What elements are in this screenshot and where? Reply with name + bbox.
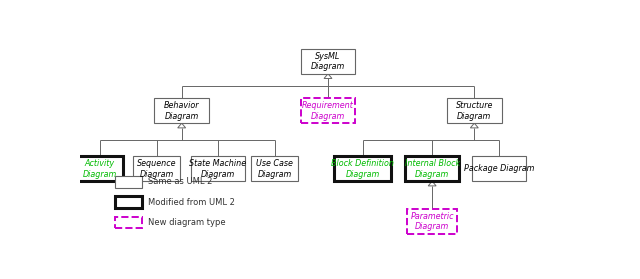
Bar: [301, 49, 355, 74]
Bar: [115, 217, 142, 229]
Bar: [115, 176, 142, 187]
Text: New diagram type: New diagram type: [148, 218, 225, 227]
Bar: [252, 157, 298, 181]
Text: Behavior
Diagram: Behavior Diagram: [164, 101, 200, 121]
Text: Use Case
Diagram: Use Case Diagram: [257, 159, 293, 179]
Text: Structure
Diagram: Structure Diagram: [456, 101, 493, 121]
Bar: [301, 98, 355, 123]
Bar: [154, 98, 209, 123]
Bar: [405, 157, 460, 181]
Text: Block Definition
Diagram: Block Definition Diagram: [332, 159, 394, 179]
Bar: [472, 157, 526, 181]
Bar: [407, 209, 457, 234]
Text: Parametric
Diagram: Parametric Diagram: [410, 212, 454, 231]
Text: SysML
Diagram: SysML Diagram: [311, 52, 345, 71]
Bar: [133, 157, 180, 181]
Bar: [76, 157, 124, 181]
Text: State Machine
Diagram: State Machine Diagram: [189, 159, 246, 179]
Bar: [447, 98, 502, 123]
Text: Same as UML 2: Same as UML 2: [148, 177, 212, 186]
Text: Activity
Diagram: Activity Diagram: [83, 159, 117, 179]
Text: Package Diagram: Package Diagram: [464, 164, 534, 173]
Text: Internal Block
Diagram: Internal Block Diagram: [404, 159, 460, 179]
Bar: [191, 157, 245, 181]
Text: Sequence
Diagram: Sequence Diagram: [137, 159, 177, 179]
Bar: [334, 157, 391, 181]
Bar: [115, 196, 142, 208]
Text: Requirement
Diagram: Requirement Diagram: [302, 101, 354, 121]
Text: Modified from UML 2: Modified from UML 2: [148, 198, 235, 207]
